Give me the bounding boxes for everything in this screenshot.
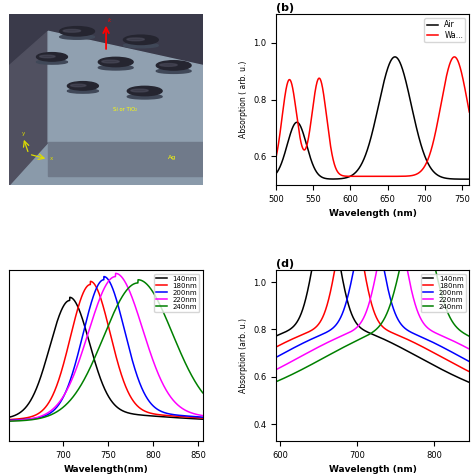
Ellipse shape xyxy=(36,53,67,61)
Text: y: y xyxy=(22,131,25,137)
Text: Si or TiO₂: Si or TiO₂ xyxy=(113,108,137,112)
X-axis label: Wavelength (nm): Wavelength (nm) xyxy=(329,209,417,218)
Text: (b): (b) xyxy=(276,3,294,13)
Polygon shape xyxy=(9,31,48,185)
Legend: Air, Wa...: Air, Wa... xyxy=(424,18,465,42)
Ellipse shape xyxy=(131,89,148,92)
Ellipse shape xyxy=(102,60,119,63)
Ellipse shape xyxy=(67,89,98,93)
X-axis label: Wavelength (nm): Wavelength (nm) xyxy=(329,465,417,474)
Ellipse shape xyxy=(156,61,191,70)
Legend: 140nm, 180nm, 200nm, 220nm, 240nm: 140nm, 180nm, 200nm, 220nm, 240nm xyxy=(155,273,199,312)
Ellipse shape xyxy=(60,35,94,39)
Ellipse shape xyxy=(127,38,144,41)
Ellipse shape xyxy=(71,84,86,87)
Ellipse shape xyxy=(40,55,55,58)
Y-axis label: Absorption ( arb. u.): Absorption ( arb. u.) xyxy=(238,61,247,138)
Ellipse shape xyxy=(60,27,94,36)
Ellipse shape xyxy=(123,43,158,48)
Polygon shape xyxy=(9,142,203,185)
Y-axis label: Absorption (arb. u.): Absorption (arb. u.) xyxy=(238,318,247,393)
Text: Ag: Ag xyxy=(168,155,176,160)
Ellipse shape xyxy=(128,94,162,99)
Ellipse shape xyxy=(36,60,67,64)
Ellipse shape xyxy=(98,57,133,67)
Polygon shape xyxy=(9,14,203,185)
X-axis label: Wavelength(nm): Wavelength(nm) xyxy=(64,465,148,474)
Ellipse shape xyxy=(123,35,158,45)
Ellipse shape xyxy=(160,64,177,66)
Ellipse shape xyxy=(98,65,133,70)
Text: (d): (d) xyxy=(276,259,294,269)
Polygon shape xyxy=(48,142,203,176)
Legend: 140nm, 180nm, 200nm, 220nm, 240nm: 140nm, 180nm, 200nm, 220nm, 240nm xyxy=(421,273,466,312)
Text: k: k xyxy=(108,18,111,23)
Ellipse shape xyxy=(156,69,191,73)
Ellipse shape xyxy=(63,29,81,32)
Ellipse shape xyxy=(128,86,162,96)
Polygon shape xyxy=(48,31,203,142)
Ellipse shape xyxy=(67,82,98,90)
Text: x: x xyxy=(50,156,53,161)
